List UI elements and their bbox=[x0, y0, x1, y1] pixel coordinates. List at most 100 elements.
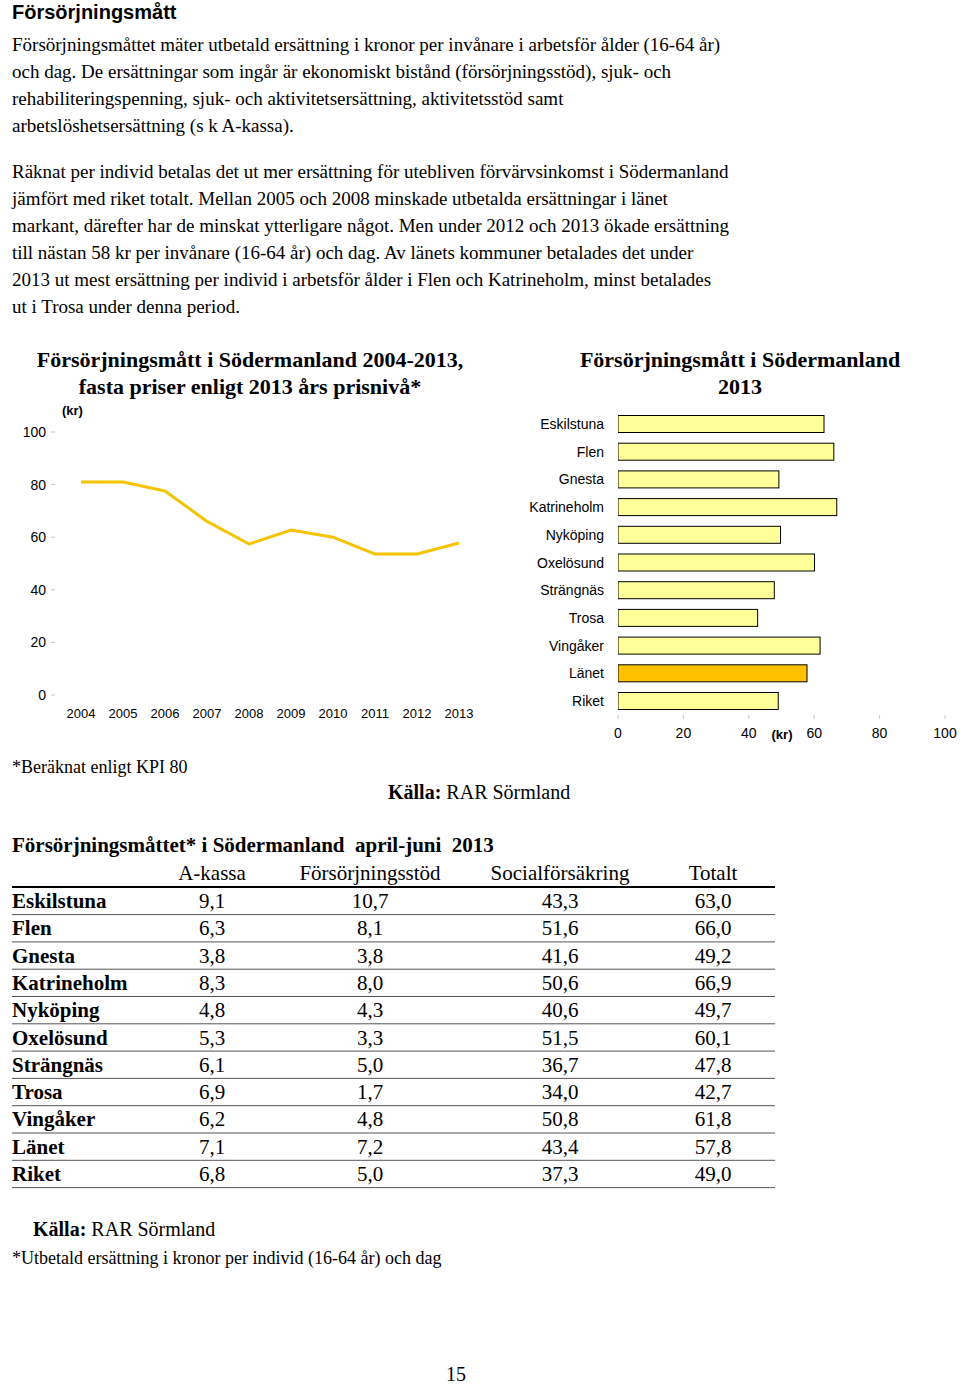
category-label: Oxelösund bbox=[537, 555, 604, 571]
source-label: Källa: bbox=[388, 781, 441, 803]
category-label: Katrineholm bbox=[529, 499, 604, 515]
table-cell: 57,8 bbox=[695, 1135, 732, 1159]
table-rule bbox=[12, 996, 775, 997]
column-header: Socialförsäkring bbox=[491, 861, 630, 885]
table-cell: 6,2 bbox=[199, 1107, 225, 1131]
row-label: Flen bbox=[12, 916, 52, 940]
table-cell: 49,7 bbox=[695, 998, 732, 1022]
table-rule bbox=[12, 1078, 775, 1079]
tick-label: 100 bbox=[933, 725, 957, 741]
bar bbox=[618, 554, 815, 571]
table-rule bbox=[12, 969, 775, 970]
page-canvas: FörsörjningsmåttFörsörjningsmåttet mäter… bbox=[0, 0, 960, 1385]
table-cell: 7,2 bbox=[357, 1135, 383, 1159]
paragraph-line: och dag. De ersättningar som ingår är ek… bbox=[12, 61, 672, 83]
paragraph-line: jämfört med riket totalt. Mellan 2005 oc… bbox=[11, 188, 669, 209]
tick-label: 2009 bbox=[277, 706, 306, 721]
row-label: Vingåker bbox=[12, 1107, 95, 1131]
table-cell: 6,9 bbox=[199, 1080, 225, 1104]
tick-label: 2004 bbox=[67, 706, 96, 721]
row-label: Länet bbox=[12, 1135, 65, 1159]
category-label: Länet bbox=[569, 665, 604, 681]
tick-mark bbox=[51, 642, 55, 643]
table-cell: 43,3 bbox=[542, 889, 579, 913]
paragraph-line: ut i Trosa under denna period. bbox=[12, 296, 240, 317]
plot-area bbox=[81, 482, 459, 554]
table-cell: 7,1 bbox=[199, 1135, 225, 1159]
category-label: Riket bbox=[572, 693, 604, 709]
table-rule bbox=[12, 886, 775, 888]
table-rule bbox=[12, 1160, 775, 1161]
table-cell: 3,8 bbox=[199, 944, 225, 968]
line-chart: Försörjningsmått i Södermanland 2004-201… bbox=[23, 347, 474, 721]
tick-label: 0 bbox=[38, 687, 46, 703]
table-cell: 40,6 bbox=[542, 998, 579, 1022]
table-cell: 36,7 bbox=[542, 1053, 579, 1077]
category-label: Eskilstuna bbox=[540, 416, 604, 432]
table-cell: 49,2 bbox=[695, 944, 732, 968]
table-cell: 4,8 bbox=[357, 1107, 383, 1131]
tick-label: 20 bbox=[676, 725, 692, 741]
table-cell: 47,8 bbox=[695, 1053, 732, 1077]
tick-label: 60 bbox=[30, 529, 46, 545]
paragraph-line: Försörjningsmåttet mäter utbetald ersätt… bbox=[12, 34, 720, 56]
table-cell: 4,3 bbox=[357, 998, 383, 1022]
table-cell: 63,0 bbox=[695, 889, 732, 913]
tick-mark bbox=[945, 715, 946, 719]
row-label: Eskilstuna bbox=[12, 889, 107, 913]
row-label: Oxelösund bbox=[12, 1026, 108, 1050]
table-cell: 66,9 bbox=[695, 971, 732, 995]
bar bbox=[618, 471, 779, 488]
table-cell: 34,0 bbox=[542, 1080, 579, 1104]
tick-label: 100 bbox=[23, 424, 47, 440]
chart-subtitle: fasta priser enligt 2013 års prisnivå* bbox=[79, 374, 421, 399]
table-cell: 6,3 bbox=[199, 916, 225, 940]
bar bbox=[618, 665, 807, 682]
tick-mark bbox=[683, 715, 684, 719]
category-label: Strängnäs bbox=[540, 582, 604, 598]
table-cell: 1,7 bbox=[357, 1080, 383, 1104]
tick-label: 40 bbox=[30, 582, 46, 598]
table-cell: 42,7 bbox=[695, 1080, 732, 1104]
tick-label: 2010 bbox=[319, 706, 348, 721]
tick-mark bbox=[51, 432, 55, 433]
table-cell: 5,0 bbox=[357, 1053, 383, 1077]
bar bbox=[618, 443, 834, 460]
column-header: Totalt bbox=[689, 861, 738, 885]
table-cell: 49,0 bbox=[695, 1162, 732, 1186]
table-cell: 50,6 bbox=[542, 971, 579, 995]
table-cell: 8,3 bbox=[199, 971, 225, 995]
category-label: Vingåker bbox=[549, 638, 604, 654]
table-cell: 51,5 bbox=[542, 1026, 579, 1050]
tick-label: 80 bbox=[872, 725, 888, 741]
row-label: Gnesta bbox=[12, 944, 76, 968]
table-title: Försörjningsmåttet* i Södermanland april… bbox=[12, 833, 494, 857]
tick-mark bbox=[51, 484, 55, 485]
paragraph-line: rehabiliteringspenning, sjuk- och aktivi… bbox=[12, 88, 564, 109]
table-cell: 3,3 bbox=[357, 1026, 383, 1050]
axis-label: (kr) bbox=[62, 403, 83, 418]
category-label: Trosa bbox=[569, 610, 604, 626]
tick-label: 2007 bbox=[193, 706, 222, 721]
table-cell: 50,8 bbox=[542, 1107, 579, 1131]
table-rule bbox=[12, 1187, 775, 1188]
page: { "heading": "Försörjningsmått", "paragr… bbox=[0, 0, 960, 1385]
table-rule bbox=[12, 1133, 775, 1134]
row-label: Katrineholm bbox=[12, 971, 128, 995]
row-label: Nyköping bbox=[12, 998, 100, 1022]
table-cell: 6,1 bbox=[199, 1053, 225, 1077]
tick-label: 2011 bbox=[361, 706, 389, 721]
tick-mark bbox=[879, 715, 880, 719]
table-rule bbox=[12, 914, 775, 915]
tick-mark bbox=[814, 715, 815, 719]
paragraph-line: arbetslöshetsersättning (s k A-kassa). bbox=[12, 115, 294, 137]
bar bbox=[618, 416, 824, 433]
tick-label: 60 bbox=[806, 725, 822, 741]
table-cell: 41,6 bbox=[542, 944, 579, 968]
column-header: Försörjningsstöd bbox=[299, 861, 441, 885]
table-cell: 5,0 bbox=[357, 1162, 383, 1186]
tick-label: 0 bbox=[614, 725, 622, 741]
table-cell: 5,3 bbox=[199, 1026, 225, 1050]
tick-mark bbox=[618, 715, 619, 719]
column-header: A-kassa bbox=[178, 861, 246, 885]
